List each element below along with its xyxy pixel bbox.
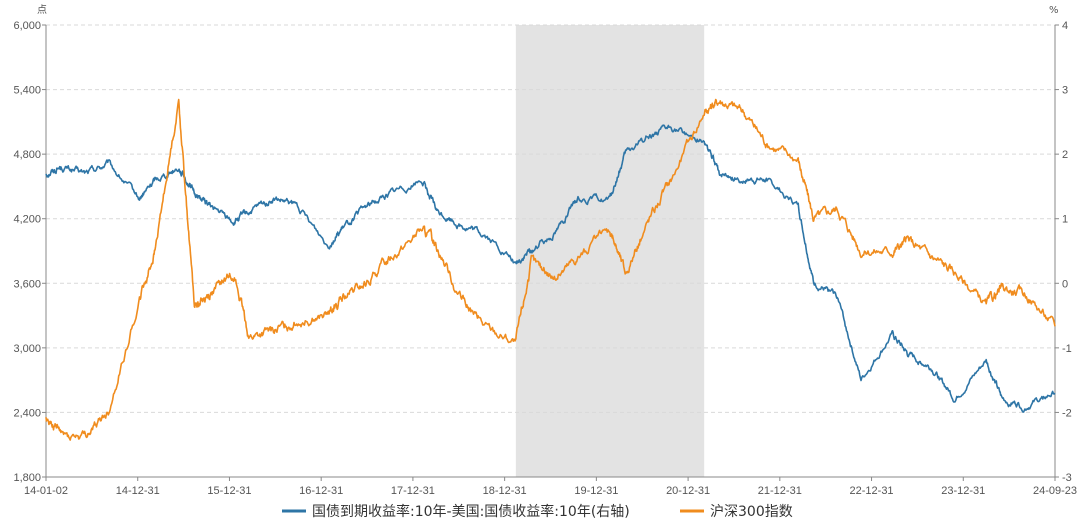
- x-axis-tick-label: 21-12-31: [758, 485, 802, 497]
- right-axis-tick-label: 2: [1062, 149, 1068, 161]
- series-line: [45, 98, 1056, 441]
- x-axis-tick-label: 22-12-31: [850, 485, 894, 497]
- right-axis-tick-label: 3: [1062, 85, 1068, 97]
- x-axis-tick-label: 17-12-31: [391, 485, 435, 497]
- left-axis-tick-label: 2,400: [13, 407, 41, 419]
- left-axis-tick-label: 6,000: [13, 20, 41, 32]
- left-unit-label: 点: [37, 4, 47, 16]
- x-axis-tick-label: 14-01-02: [24, 485, 68, 497]
- x-axis-tick-label: 16-12-31: [299, 485, 343, 497]
- right-axis-tick-label: -2: [1062, 407, 1072, 419]
- axis-layer: 1,800 2,400 3,000 3,600 4,200 4,800 5,400 6,000…: [13, 20, 1077, 497]
- grid-layer: [46, 24, 1055, 413]
- x-axis-tick-label: 14-12-31: [116, 485, 160, 497]
- series-line: [45, 124, 1056, 413]
- x-axis-tick-label: 19-12-31: [574, 485, 618, 497]
- x-axis-tick-label: 24-09-23: [1033, 485, 1077, 497]
- right-axis-tick-label: -1: [1062, 343, 1072, 355]
- x-axis-tick-label: 20-12-31: [666, 485, 710, 497]
- shaded-period-band: [515, 25, 705, 477]
- left-axis-tick-label: 5,400: [13, 85, 41, 97]
- left-axis-tick-label: 3,000: [13, 343, 41, 355]
- legend-label: 国债到期收益率:10年-美国:国债收益率:10年(右轴): [312, 503, 630, 520]
- right-unit-label: %: [1049, 5, 1059, 16]
- left-axis-tick-label: 3,600: [13, 278, 41, 290]
- right-axis-tick-label: 4: [1062, 20, 1068, 32]
- right-axis-tick-label: 0: [1062, 278, 1068, 290]
- left-axis-tick-label: 4,200: [13, 214, 41, 226]
- legend-label: 沪深300指数: [710, 504, 793, 520]
- x-axis-tick-label: 23-12-31: [941, 485, 985, 497]
- legend: 国债到期收益率:10年-美国:国债收益率:10年(右轴) 沪深300指数: [282, 503, 793, 520]
- x-axis-tick-label: 18-12-31: [483, 485, 527, 497]
- x-axis-tick-label: 15-12-31: [207, 485, 251, 497]
- right-axis-tick-label: -3: [1062, 472, 1072, 484]
- series-layer: [45, 98, 1056, 441]
- shaded-period-layer: [515, 25, 705, 477]
- left-axis-tick-label: 4,800: [13, 149, 41, 161]
- right-axis-tick-label: 1: [1062, 214, 1068, 226]
- left-axis-tick-label: 1,800: [13, 472, 41, 484]
